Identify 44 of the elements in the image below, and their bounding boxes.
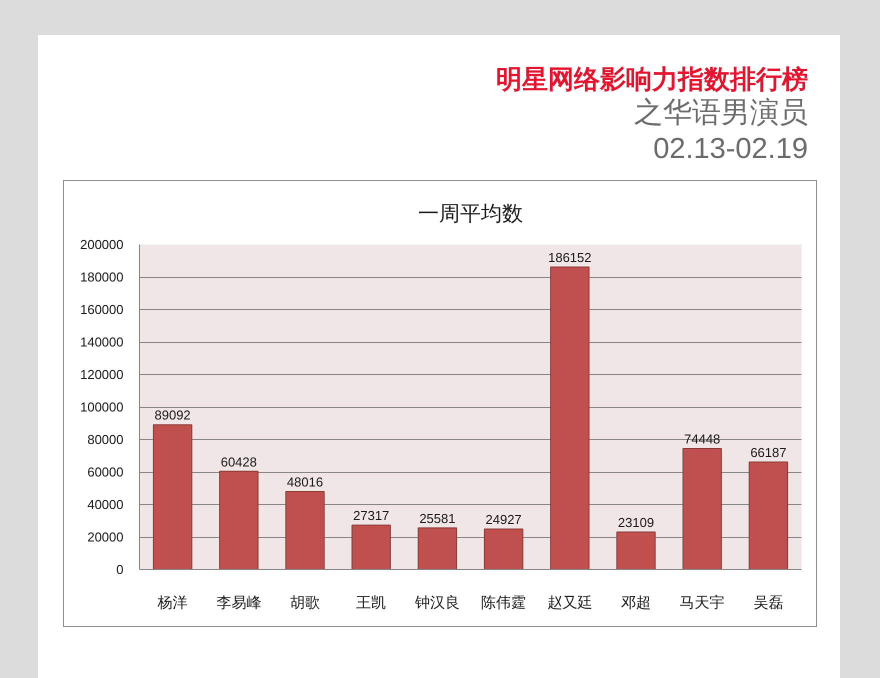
y-tick-label: 60000: [87, 464, 124, 480]
x-tick-label: 吴磊: [753, 594, 784, 612]
data-label: 60428: [220, 454, 257, 470]
bar: [352, 524, 391, 570]
y-tick-label: 20000: [87, 530, 124, 544]
x-tick-label: 王凯: [356, 594, 386, 612]
x-tick-label: 赵又廷: [547, 594, 592, 612]
text: 一周平均数: [418, 202, 523, 226]
data-label: 89092: [154, 408, 191, 423]
bar: [682, 448, 722, 570]
x-tick-label: 李易峰: [216, 594, 262, 612]
bar: [418, 527, 458, 570]
data-label: 27317: [353, 508, 390, 524]
y-tick-label: 140000: [80, 334, 124, 350]
chart-subtitle: 之华语男演员 02.13-02.19: [633, 96, 808, 167]
data-label: 48016: [286, 474, 324, 490]
bar: [152, 424, 192, 570]
x-tick-label: 马天宇: [680, 594, 725, 612]
y-tick-label: 200000: [80, 237, 124, 252]
data-label: 186152: [548, 250, 592, 266]
x-tick-label: 钟汉良: [414, 594, 460, 612]
data-label: 74448: [684, 432, 720, 447]
data-label: 25581: [419, 510, 456, 526]
bar: [748, 461, 788, 570]
y-tick-label: 40000: [87, 497, 124, 512]
x-tick-label: 邓超: [621, 594, 651, 612]
data-label: 24927: [486, 512, 522, 527]
y-tick-label: 160000: [80, 302, 124, 317]
x-tick-label: 杨洋: [156, 594, 188, 612]
bar: [285, 490, 325, 570]
bar: [484, 528, 524, 570]
y-tick-label: 180000: [80, 270, 124, 284]
bar: [219, 470, 258, 570]
y-tick-label: 0: [116, 562, 124, 577]
y-tick-label: 120000: [80, 367, 124, 382]
y-tick-label: 100000: [80, 400, 124, 414]
data-label: 23109: [618, 514, 654, 530]
y-tick-label: 80000: [87, 432, 124, 447]
data-label: 66187: [750, 444, 786, 460]
bar: [550, 266, 590, 570]
bar: [616, 531, 656, 570]
x-tick-label: 胡歌: [290, 594, 320, 612]
x-tick-label: 陈伟霆: [481, 594, 526, 612]
chart-title: 明星网络影响力指数排行榜: [495, 63, 808, 95]
